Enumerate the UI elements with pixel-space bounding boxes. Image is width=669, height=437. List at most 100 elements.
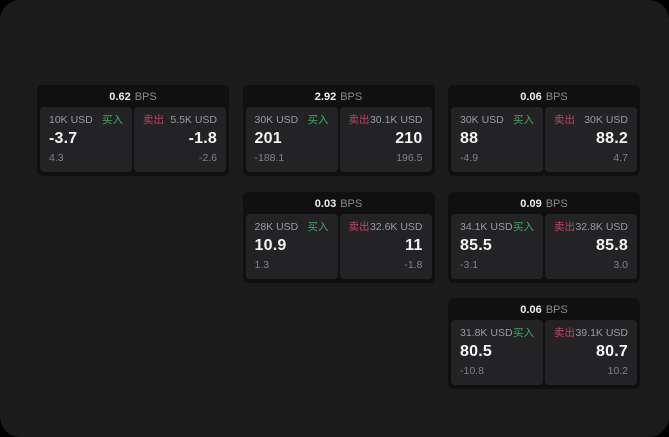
quote-card: 2.92 BPS 30K USD 买入 201 -188.1 卖出 30.1K … (242, 85, 435, 176)
bps-unit: BPS (340, 91, 363, 103)
quote-card: 0.62 BPS 10K USD 买入 -3.7 4.3 卖出 5.5K USD… (37, 85, 229, 176)
sell-sub-value: 10.2 (607, 365, 628, 377)
sell-panel[interactable]: 卖出 30.1K USD 210 196.5 (339, 107, 432, 172)
buy-sub-value: -188.1 (254, 152, 285, 164)
buy-panel[interactable]: 28K USD 买入 10.9 1.3 (245, 213, 338, 279)
quote-card: 0.06 BPS 31.8K USD 买入 80.5 -10.8 卖出 39.1… (448, 298, 640, 389)
quote-panels: 28K USD 买入 10.9 1.3 卖出 32.6K USD 11 -1.8 (243, 213, 435, 283)
bps-unit: BPS (545, 197, 568, 210)
buy-side-label: 买入 (102, 114, 123, 126)
buy-price: 201 (254, 130, 282, 147)
buy-side-label: 买入 (513, 220, 534, 233)
sell-side-label: 卖出 (348, 220, 370, 233)
bps-unit: BPS (545, 91, 568, 103)
buy-size-label: 34.1K USD (460, 220, 513, 233)
sell-top-row: 卖出 39.1K USD (554, 327, 628, 340)
buy-panel[interactable]: 10K USD 买入 -3.7 4.3 (40, 107, 132, 172)
buy-top-row: 28K USD 买入 (255, 221, 329, 234)
card-bps-header: 0.06 BPS (448, 298, 640, 320)
buy-size-label: 31.8K USD (460, 327, 513, 339)
sell-panel[interactable]: 卖出 5.5K USD -1.8 -2.6 (134, 107, 226, 172)
quote-cards-grid: 0.62 BPS 10K USD 买入 -3.7 4.3 卖出 5.5K USD… (37, 85, 640, 389)
bps-value: 2.92 (314, 91, 337, 103)
sell-panel[interactable]: 卖出 32.8K USD 85.8 3.0 (545, 213, 637, 279)
buy-side-label: 买入 (513, 114, 534, 126)
sell-panel[interactable]: 卖出 30K USD 88.2 4.7 (545, 107, 637, 172)
buy-side-label: 买入 (307, 220, 329, 233)
buy-top-row: 34.1K USD 买入 (460, 221, 534, 234)
sell-side-label: 卖出 (348, 114, 370, 126)
card-bps-header: 2.92 BPS (243, 85, 435, 107)
buy-top-row: 10K USD 买入 (49, 114, 123, 127)
sell-price: 80.7 (596, 343, 628, 360)
sell-sub-value: -1.8 (404, 258, 423, 271)
buy-side-label: 买入 (307, 114, 329, 126)
sell-panel[interactable]: 卖出 39.1K USD 80.7 10.2 (545, 320, 637, 385)
sell-panel[interactable]: 卖出 32.6K USD 11 -1.8 (339, 213, 432, 279)
sell-side-label: 卖出 (554, 220, 575, 233)
sell-top-row: 卖出 32.8K USD (554, 221, 628, 234)
quote-panels: 31.8K USD 买入 80.5 -10.8 卖出 39.1K USD 80.… (448, 320, 640, 389)
bps-unit: BPS (340, 197, 363, 210)
sell-top-row: 卖出 30.1K USD (349, 114, 423, 127)
sell-sub-value: 196.5 (396, 152, 423, 164)
bps-value: 0.03 (314, 197, 337, 210)
sell-side-label: 卖出 (143, 114, 164, 126)
buy-panel[interactable]: 34.1K USD 买入 85.5 -3.1 (451, 213, 543, 279)
bps-unit: BPS (134, 91, 157, 103)
buy-panel[interactable]: 30K USD 买入 201 -188.1 (245, 107, 338, 172)
bps-value: 0.06 (520, 91, 542, 103)
buy-sub-value: 4.3 (49, 152, 64, 164)
sell-top-row: 卖出 5.5K USD (143, 114, 217, 127)
buy-price: 85.5 (460, 236, 492, 254)
sell-size-label: 30.1K USD (369, 114, 423, 126)
buy-sub-value: -4.9 (460, 152, 479, 164)
buy-size-label: 10K USD (49, 114, 93, 126)
buy-top-row: 30K USD 买入 (460, 114, 534, 127)
sell-price: 88.2 (596, 130, 628, 147)
buy-price: 10.9 (254, 236, 287, 254)
buy-size-label: 30K USD (254, 114, 299, 126)
sell-top-row: 卖出 32.6K USD (349, 221, 423, 234)
quote-card: 0.03 BPS 28K USD 买入 10.9 1.3 卖出 32.6K US… (242, 191, 435, 283)
buy-panel[interactable]: 30K USD 买入 88 -4.9 (451, 107, 543, 172)
buy-size-label: 30K USD (460, 114, 504, 126)
buy-size-label: 28K USD (254, 220, 299, 233)
quote-panels: 34.1K USD 买入 85.5 -3.1 卖出 32.8K USD 85.8… (448, 213, 640, 283)
buy-top-row: 31.8K USD 买入 (460, 327, 534, 340)
sell-size-label: 39.1K USD (575, 327, 628, 339)
buy-price: 88 (460, 130, 479, 147)
buy-top-row: 30K USD 买入 (255, 114, 329, 127)
bps-unit: BPS (545, 304, 568, 316)
sell-size-label: 5.5K USD (170, 114, 217, 126)
quote-card: 0.06 BPS 30K USD 买入 88 -4.9 卖出 30K USD 8… (448, 85, 640, 176)
card-bps-header: 0.62 BPS (37, 85, 229, 107)
buy-sub-value: -3.1 (460, 258, 479, 271)
sell-sub-value: 4.7 (613, 152, 628, 164)
sell-price: -1.8 (188, 130, 217, 147)
quote-panels: 30K USD 买入 201 -188.1 卖出 30.1K USD 210 1… (243, 107, 435, 176)
buy-price: 80.5 (460, 343, 492, 360)
sell-side-label: 卖出 (554, 327, 575, 339)
bps-value: 0.09 (520, 197, 542, 210)
sell-side-label: 卖出 (554, 114, 575, 126)
sell-size-label: 32.8K USD (575, 220, 628, 233)
quote-panels: 30K USD 买入 88 -4.9 卖出 30K USD 88.2 4.7 (448, 107, 640, 176)
card-bps-header: 0.06 BPS (448, 85, 640, 107)
buy-sub-value: 1.3 (254, 258, 270, 271)
quote-panels: 10K USD 买入 -3.7 4.3 卖出 5.5K USD -1.8 -2.… (37, 107, 229, 176)
card-bps-header: 0.09 BPS (448, 192, 640, 214)
buy-panel[interactable]: 31.8K USD 买入 80.5 -10.8 (451, 320, 543, 385)
sell-sub-value: -2.6 (198, 152, 217, 164)
sell-size-label: 30K USD (584, 114, 628, 126)
bps-value: 0.62 (109, 91, 131, 103)
buy-sub-value: -10.8 (460, 365, 484, 377)
bps-value: 0.06 (520, 304, 542, 316)
sell-top-row: 卖出 30K USD (554, 114, 628, 127)
card-bps-header: 0.03 BPS (243, 192, 435, 214)
quote-card: 0.09 BPS 34.1K USD 买入 85.5 -3.1 卖出 32.8K… (448, 191, 640, 283)
sell-price: 210 (395, 130, 423, 147)
sell-price: 11 (405, 236, 423, 254)
